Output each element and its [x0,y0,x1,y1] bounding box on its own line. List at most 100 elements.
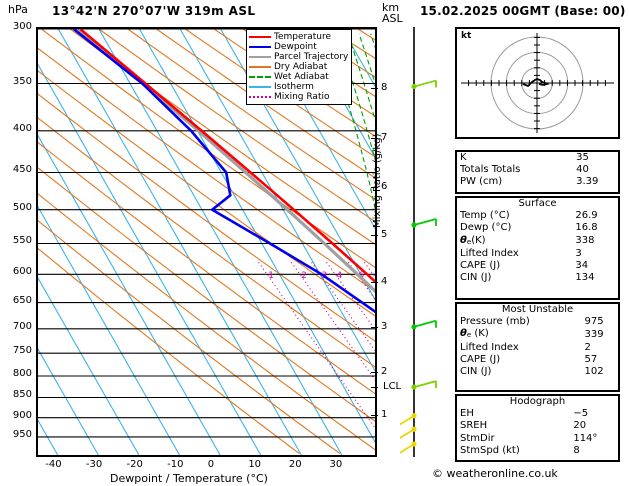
height-tick-1: 1 [381,409,388,421]
mixing-ratio-label-2: 2 [301,271,307,281]
legend-label: Wet Adiabat [274,71,329,82]
stat-value: 102 [584,366,604,378]
pressure-tick-650: 650 [12,294,32,306]
height-tick-mark-8 [371,87,378,89]
stat-row: Lifted Index 3 [457,248,618,260]
height-tick-mark-6 [371,187,378,189]
stat-label: CIN (J) [460,366,492,378]
legend-item-isotherm: Isotherm [249,82,348,92]
wind-barb-column [400,27,437,457]
isobar-lines [38,29,375,438]
stat-value: 26.9 [575,210,598,222]
height-axis-unit-label: km ASL [382,2,403,24]
pressure-tick-700: 700 [12,320,32,332]
pressure-tick-300: 300 [12,21,32,32]
hodograph-stats-panel: Hodograph EH −5 SREH 20 StmDir 114° StmSpd (kt)… [455,394,620,462]
dry-adiabat-70 [98,29,375,223]
stat-label: θe (K) [460,328,489,340]
stat-row: CAPE (J) 57 [457,354,618,366]
legend-label: Isotherm [274,81,314,92]
stat-row: StmDir 114° [457,433,618,445]
isotherm--70 [38,205,180,455]
hodograph-unit-label: kt [461,31,472,41]
isotherm--30 [98,29,343,455]
most-unstable-parcel-panel: Most Unstable Pressure (mb) 975 θe (K) 339 Li… [455,302,620,392]
lcl-marker-label: LCL [383,381,402,393]
stat-value: 34 [575,260,589,272]
height-tick-7: 7 [381,132,388,144]
surface-parcel-panel: Surface Temp (°C) 26.9 Dewp (°C) 16.8 θe(K) 33… [455,196,620,300]
height-tick-mark-2 [371,371,378,373]
isotherm--60 [38,134,221,455]
stat-row: Dewp (°C) 16.8 [457,222,618,234]
stat-row: PW (cm) 3.39 [457,176,618,188]
temperature-tick--10: -10 [167,459,184,470]
stat-value: 16.8 [575,222,598,234]
stat-value: 57 [584,353,598,365]
stat-value: 134 [575,272,595,284]
stat-label: PW (cm) [460,176,503,188]
legend-item-dry-adiabat: Dry Adiabat [249,62,348,72]
legend-swatch-icon [249,46,271,48]
hodograph-plot[interactable]: kt [455,27,620,139]
stat-row: Temp (°C) 26.9 [457,210,618,222]
wind-barb-4 [400,413,417,426]
wind-barb-6 [400,441,417,454]
isotherm--40 [57,29,302,455]
wind-barb-0 [411,79,437,90]
parcel-trajectory-line [77,29,375,294]
stat-row: θe(K) 338 [457,235,618,248]
stat-value: 35 [576,152,589,163]
mixing-ratio-label-1: 1 [268,271,274,281]
lcl-tick-mark [371,387,378,389]
stat-label: Temp (°C) [460,210,510,222]
legend-swatch-icon [249,76,271,78]
temperature-tick--40: -40 [45,459,62,470]
height-tick-3: 3 [381,321,388,333]
height-tick-mark-3 [371,327,378,329]
legend-swatch-icon [249,36,271,38]
pressure-tick-550: 550 [12,235,32,247]
panel-title: Most Unstable [501,304,574,315]
stat-row: CIN (J) 102 [457,366,618,378]
legend-label: Mixing Ratio [274,91,330,102]
mixing-ratio-1 [258,261,375,429]
stat-value: 8 [573,444,580,456]
temperature-tick-30: 30 [329,459,343,470]
legend-item-temperature: Temperature [249,32,348,42]
stat-label: SREH [460,420,488,432]
stat-value: 3 [575,247,582,259]
stat-value: 3.39 [576,176,599,188]
hodograph-svg [461,33,614,133]
legend: Temperature Dewpoint Parcel Trajectory Dry … [246,29,353,105]
pressure-tick-500: 500 [12,201,32,213]
pressure-tick-900: 900 [12,409,32,421]
stat-row: CIN (J) 134 [457,272,618,284]
dry-adiabat-0 [38,141,375,395]
stat-value: 20 [573,420,587,432]
pressure-tick-450: 450 [12,164,32,176]
legend-label: Temperature [274,31,332,42]
legend-label: Parcel Trajectory [274,51,349,62]
dry-adiabat-40 [38,47,375,292]
pressure-tick-850: 850 [12,389,32,401]
stat-label: CAPE (J) [460,260,501,272]
stat-row: θe (K) 339 [457,328,618,341]
x-axis-title: Dewpoint / Temperature (°C) [110,472,268,485]
stat-row: Totals Totals 40 [457,164,618,176]
dry-adiabat-60 [69,29,375,245]
temperature-tick-20: 20 [288,459,302,470]
height-tick-6: 6 [381,181,388,193]
hodograph-trace [522,78,550,88]
isotherm--90 [38,348,99,455]
mixing-ratio-6 [347,261,375,300]
legend-label: Dewpoint [274,41,317,52]
dry-adiabat--30 [38,220,341,455]
wind-barb-2 [411,319,437,330]
temperature-line [79,29,375,284]
stat-label: CAPE (J) [460,353,501,365]
pressure-tick-400: 400 [12,122,32,134]
legend-swatch-icon [249,86,271,88]
stat-label: StmSpd (kt) [460,444,520,456]
legend-swatch-icon [249,56,271,58]
